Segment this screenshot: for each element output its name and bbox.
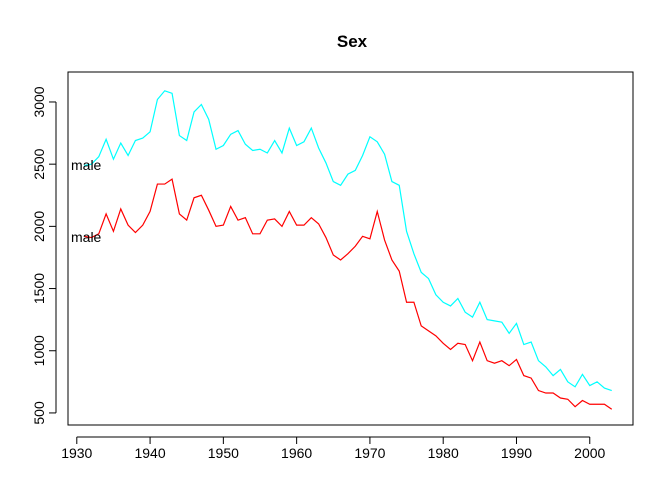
x-tick-label: 1990: [501, 445, 532, 461]
y-tick-label: 1500: [31, 273, 47, 304]
x-tick-label: 1930: [61, 445, 92, 461]
series-line: [84, 90, 612, 392]
annotation: male: [71, 229, 102, 245]
y-tick-label: 2000: [31, 211, 47, 242]
series-line: [84, 178, 613, 410]
plot-area: male male: [71, 90, 613, 410]
plot-box: [67, 71, 634, 426]
x-tick-label: 1950: [208, 445, 239, 461]
x-tick-label: 2000: [574, 445, 605, 461]
x-tick-label: 1970: [354, 445, 385, 461]
x-tick-label: 1960: [281, 445, 312, 461]
y-tick-label: 1000: [31, 335, 47, 366]
chart-title: Sex: [337, 32, 368, 51]
y-tick-label: 2500: [31, 148, 47, 179]
x-tick-label: 1980: [428, 445, 459, 461]
y-tick-label: 3000: [31, 86, 47, 117]
y-tick-label: 500: [31, 401, 47, 425]
annotation: male: [71, 157, 102, 173]
x-tick-label: 1940: [134, 445, 165, 461]
